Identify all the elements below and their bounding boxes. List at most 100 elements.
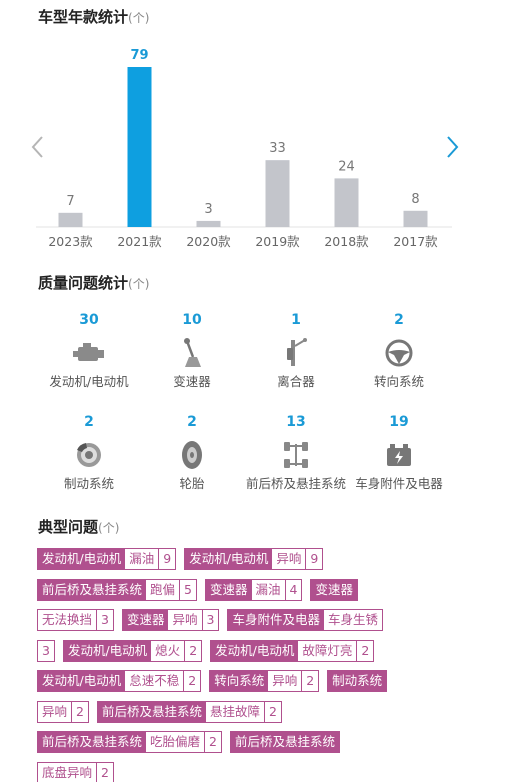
issue-tag[interactable]: 异响 2 [37,700,89,723]
quality-item[interactable]: 10 变速器 [132,312,252,390]
x-tick-label: 2023款 [48,234,93,249]
brake-disc-icon [29,438,149,472]
issue-tag[interactable]: 发动机/电动机 异响 9 [184,548,324,570]
typical-issues-title-text: 典型问题 [38,518,99,536]
tag-category: 前后桥及悬挂系统 [97,701,206,722]
bar-value-label: 24 [338,159,355,174]
tag-count: 9 [305,549,323,569]
issue-tag[interactable]: 发动机/电动机 怠速不稳 2 [37,670,202,692]
tag-row: 无法换挡 3 变速器 异响 3 车身附件及电器 车身生锈 [37,609,391,633]
bar-value-label: 3 [204,202,212,217]
issue-tag[interactable]: 无法换挡 3 [37,609,114,631]
issue-tag[interactable]: 发动机/电动机 故障灯亮 2 [210,639,375,662]
typical-issues-unit: (个) [98,521,120,535]
tag-category: 前后桥及悬挂系统 [230,732,339,752]
tag-category: 发动机/电动机 [185,549,273,569]
quality-item[interactable]: 2 转向系统 [339,312,459,390]
quality-stats-title-text: 质量问题统计 [38,274,129,292]
quality-count: 30 [79,312,99,328]
tag-issue: 漏油 [125,549,159,569]
tag-category: 发动机/电动机 [211,640,299,661]
issue-tag[interactable]: 发动机/电动机 漏油 9 [37,548,177,570]
issue-tag[interactable]: 变速器 异响 3 [121,609,220,631]
steering-wheel-icon [339,336,459,370]
bar-value-label: 8 [411,192,419,207]
issue-tag[interactable]: 前后桥及悬挂系统 [229,731,340,753]
tag-issue: 车身生锈 [323,610,382,630]
tag-count: 2 [356,640,374,661]
tag-count: 2 [71,701,88,722]
tag-count: 2 [184,640,202,661]
quality-item[interactable]: 1 离合器 [236,312,356,390]
quality-stats-unit: (个) [128,277,150,291]
tag-issue: 跑偏 [146,579,180,600]
tag-issue: 底盘异响 [38,762,97,782]
quality-label: 转向系统 [373,374,424,389]
quality-count: 10 [182,312,202,328]
engine-icon [29,336,149,370]
tag-row: 发动机/电动机 怠速不稳 2 转向系统 异响 2 制动系统 [37,670,395,694]
issue-tag[interactable]: 前后桥及悬挂系统 跑偏 5 [37,578,197,601]
issue-tag[interactable]: 前后桥及悬挂系统 悬挂故障 2 [96,700,282,723]
tag-category: 变速器 [205,579,252,600]
tag-category: 车身附件及电器 [228,610,324,630]
tag-issue: 异响 [168,610,202,630]
issue-tag[interactable]: 车身附件及电器 车身生锈 [227,609,383,631]
quality-count: 13 [286,414,306,430]
quality-count: 2 [187,414,197,430]
tag-count: 5 [179,579,196,600]
quality-item[interactable]: 30 发动机/电动机 [29,312,149,390]
quality-label: 前后桥及悬挂系统 [245,476,346,491]
year-stats-title-text: 车型年款统计 [38,8,129,26]
quality-label: 变速器 [173,374,211,389]
year-stats-title: 车型年款统计(个) [38,6,149,27]
quality-count: 19 [389,414,409,430]
quality-label: 发动机/电动机 [49,374,129,389]
tag-issue: 故障灯亮 [298,640,357,661]
tag-category: 前后桥及悬挂系统 [38,732,147,752]
tag-count: 9 [158,549,176,569]
chevron-left-icon [31,136,43,158]
bar-value-label: 79 [130,48,148,63]
tag-issue: 悬挂故障 [205,701,264,722]
issue-tag[interactable]: 变速器 漏油 4 [204,578,303,601]
tag-category: 发动机/电动机 [63,640,152,661]
quality-label: 车身附件及电器 [355,476,443,491]
issue-tag[interactable]: 前后桥及悬挂系统 吃胎偏磨 2 [37,731,222,753]
x-tick-label: 2020款 [186,234,231,249]
bar-2023款[interactable] [58,212,83,227]
tag-issue: 怠速不稳 [125,671,184,691]
quality-item[interactable]: 2 制动系统 [29,414,149,492]
issue-tag[interactable]: 制动系统 [327,670,388,692]
bar-2019款[interactable] [265,160,290,227]
bar-2018款[interactable] [334,178,359,227]
quality-item[interactable]: 13 前后桥及悬挂系统 [236,414,356,492]
prev-arrow-button[interactable] [28,132,48,162]
x-tick-label: 2018款 [324,234,369,249]
axle-suspension-icon [236,438,356,472]
quality-label: 离合器 [277,374,315,389]
issue-tag[interactable]: 转向系统 异响 2 [209,670,320,692]
issue-tag[interactable]: 发动机/电动机 熄火 2 [62,639,203,662]
next-arrow-button[interactable] [442,132,462,162]
quality-count: 2 [84,414,94,430]
issue-tag[interactable]: 变速器 [310,578,358,601]
tag-category: 变速器 [311,579,357,600]
tag-issue: 吃胎偏磨 [146,732,205,752]
bar-2020款[interactable] [196,220,221,227]
issue-tag[interactable]: 3 [37,639,55,662]
bar-value-label: 7 [66,194,74,209]
tag-issue: 熄火 [151,640,185,661]
tag-count: 2 [301,671,319,691]
x-tick-label: 2021款 [117,234,162,249]
tag-category: 变速器 [122,610,169,630]
bar-2021款[interactable] [127,67,152,227]
quality-item[interactable]: 2 轮胎 [132,414,252,492]
x-tick-label: 2017款 [393,234,438,249]
issue-tag[interactable]: 底盘异响 2 [37,761,114,782]
tag-issue: 异响 [268,671,302,691]
quality-item[interactable]: 19 车身附件及电器 [339,414,459,492]
tag-row: 前后桥及悬挂系统 吃胎偏磨 2 前后桥及悬挂系统 [37,731,348,755]
bar-2017款[interactable] [403,210,428,227]
tag-row: 前后桥及悬挂系统 跑偏 5 变速器 漏油 4 变速器 [37,578,366,603]
